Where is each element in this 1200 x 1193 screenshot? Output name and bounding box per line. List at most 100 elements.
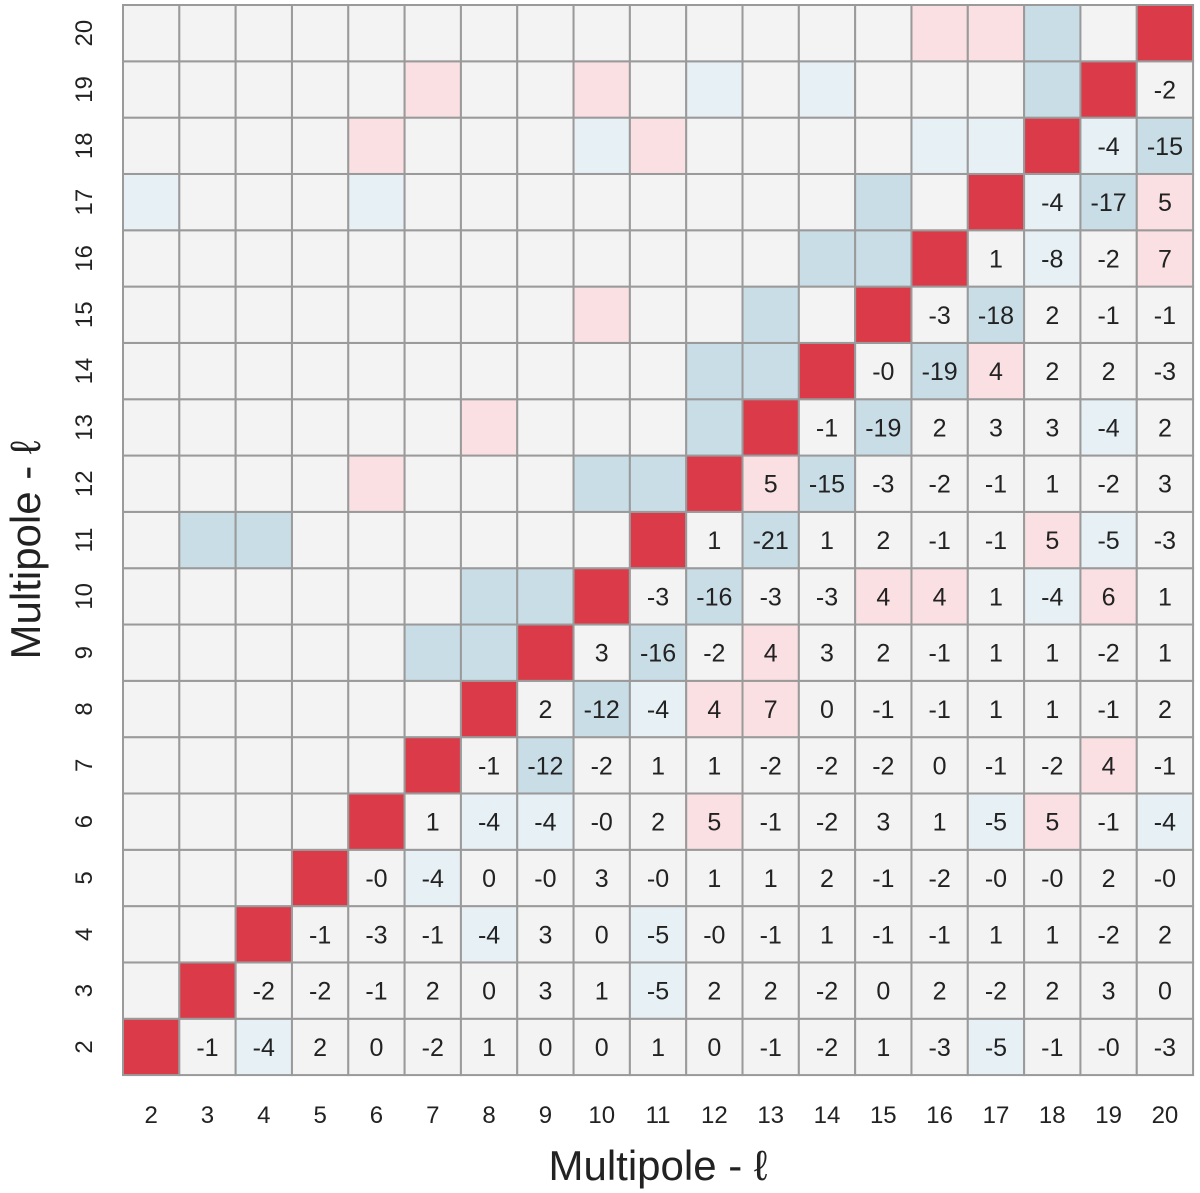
heatmap-cell [854, 116, 913, 175]
heatmap-cell [290, 792, 350, 851]
cell-value-label: 1 [933, 809, 947, 837]
cell-value-label: -3 [365, 921, 387, 949]
cell-value-label: -3 [1154, 358, 1176, 386]
heatmap-cell [628, 341, 688, 401]
cell-value-label: -3 [1154, 1034, 1176, 1062]
diagonal-cell [516, 623, 575, 682]
cell-value-label: 3 [538, 978, 552, 1006]
cell-value-label: -5 [647, 978, 669, 1006]
heatmap-cell [347, 116, 406, 175]
heatmap-cell [685, 60, 744, 119]
cell-value-label: 5 [1045, 527, 1059, 555]
heatmap-cell [1135, 229, 1195, 288]
cell-value-label: 4 [1102, 752, 1116, 780]
y-tick-label: 12 [71, 470, 98, 497]
heatmap-cell [1135, 679, 1195, 739]
heatmap-cell [628, 905, 688, 964]
cell-value-label: 2 [933, 978, 947, 1006]
heatmap-cell [910, 172, 969, 232]
heatmap-cell [854, 567, 913, 626]
heatmap-cell [1079, 679, 1138, 739]
diagonal-cell [459, 679, 519, 739]
heatmap-cell [178, 792, 237, 851]
heatmap-cell [290, 229, 350, 288]
y-tick-label: 15 [71, 301, 98, 328]
cell-value-label: 1 [1045, 471, 1059, 499]
heatmap-cell [459, 229, 519, 288]
cell-value-label: -3 [929, 302, 951, 330]
heatmap-cell [797, 679, 857, 739]
cell-value-label: -2 [422, 1034, 444, 1062]
cell-value-label: -1 [929, 921, 951, 949]
heatmap-cell [178, 679, 237, 739]
heatmap-cell [572, 341, 631, 401]
cell-value-label: -2 [1097, 471, 1119, 499]
cell-value-label: 2 [1045, 302, 1059, 330]
heatmap-cell [685, 1017, 744, 1077]
heatmap-cell [797, 4, 857, 63]
heatmap-cell [178, 905, 237, 964]
heatmap-cell [290, 285, 350, 344]
heatmap-cell [516, 567, 575, 626]
cell-value-label: -3 [816, 583, 838, 611]
cell-value-label: -1 [872, 696, 894, 724]
heatmap-cell [459, 285, 519, 344]
heatmap-cell [290, 116, 350, 175]
heatmap-cell [122, 623, 181, 682]
heatmap-cell [628, 1017, 688, 1077]
heatmap-cell [741, 229, 800, 288]
diagonal-cell [741, 398, 800, 457]
heatmap-value-labels: -1 -4 2 0 -2 1 0 0 1 0 -1 -2 1 -3 -5 -1 -0 -3-2 -2 -1 2 0 3 1 -5… [196, 76, 1183, 1061]
cell-value-label: -4 [422, 865, 444, 893]
x-tick-label: 18 [1039, 1102, 1066, 1129]
heatmap-cell [572, 229, 631, 288]
heatmap-cell [178, 4, 237, 63]
cell-value-label: -16 [640, 640, 676, 668]
heatmap-cell [234, 116, 293, 175]
heatmap-cell [685, 961, 744, 1020]
heatmap-cell [122, 510, 181, 570]
y-tick-label: 18 [71, 132, 98, 159]
heatmap-cell [966, 679, 1026, 739]
heatmap-cell [797, 905, 857, 964]
diagonal-cell [403, 736, 462, 795]
cell-value-label: -4 [1041, 583, 1063, 611]
cell-value-label: -1 [985, 527, 1007, 555]
heatmap-cell [966, 905, 1026, 964]
heatmap-cell [1079, 736, 1138, 795]
cell-value-label: -0 [872, 358, 894, 386]
diagonal-cell [234, 905, 293, 964]
heatmap-cell [572, 454, 631, 513]
heatmap-cell [741, 60, 800, 119]
heatmap-cell [122, 454, 181, 513]
cell-value-label: 0 [595, 1034, 609, 1062]
cell-value-label: 1 [764, 865, 778, 893]
cell-value-label: -1 [816, 414, 838, 442]
heatmap-cell [403, 341, 462, 401]
cell-value-label: 3 [595, 865, 609, 893]
cell-value-label: -12 [584, 696, 620, 724]
cell-value-label: 1 [820, 527, 834, 555]
cell-value-label: -1 [872, 865, 894, 893]
heatmap-cell [403, 679, 462, 739]
cell-value-label: 0 [595, 921, 609, 949]
heatmap-cell [628, 4, 688, 63]
heatmap-cell [1135, 623, 1195, 682]
heatmap-cell [741, 341, 800, 401]
heatmap-cell [854, 623, 913, 682]
heatmap-cell [572, 285, 631, 344]
heatmap-cell [797, 961, 857, 1020]
heatmap-cell [122, 341, 181, 401]
heatmap-cell [628, 116, 688, 175]
cell-value-label: 4 [764, 640, 778, 668]
cell-value-label: 1 [989, 245, 1003, 273]
cell-value-label: 5 [764, 471, 778, 499]
heatmap-cell [178, 848, 237, 908]
cell-value-label: -2 [985, 978, 1007, 1006]
diagonal-cell [1135, 4, 1195, 63]
heatmap-cell [290, 172, 350, 232]
heatmap-cell [516, 792, 575, 851]
cell-value-label: -1 [985, 752, 1007, 780]
heatmap-cell [234, 172, 293, 232]
cell-value-label: -1 [929, 527, 951, 555]
